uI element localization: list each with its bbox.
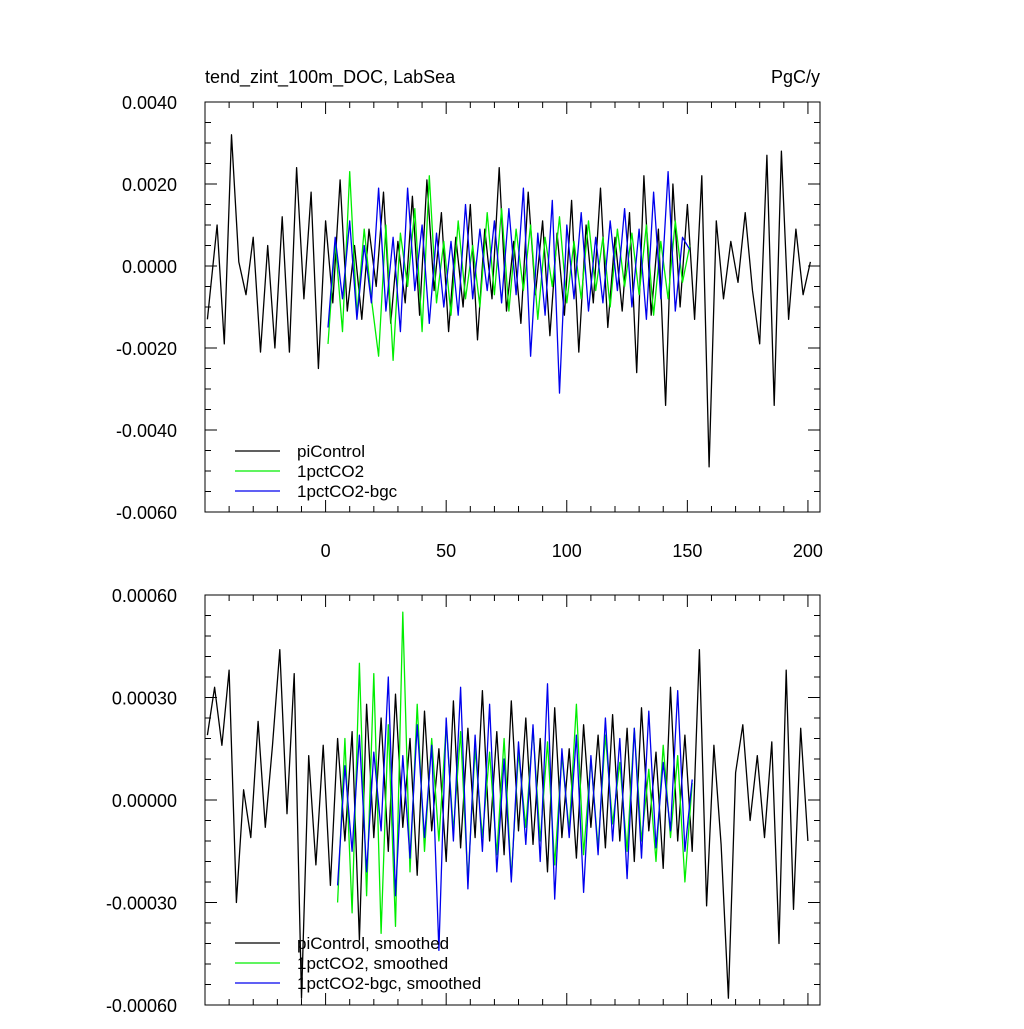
top-xtick-label: 100 [552, 541, 582, 561]
bottom-legend-label: 1pctCO2-bgc, smoothed [297, 974, 481, 993]
bottom-series-line-0 [206, 649, 809, 999]
bottom-ytick-label: 0.00000 [112, 791, 177, 811]
bottom-series-layer [206, 611, 809, 999]
bottom-legend-label: piControl, smoothed [297, 934, 449, 953]
bottom-ytick-label: -0.00060 [106, 996, 177, 1016]
top-panel: tend_zint_100m_DOC, LabSea PgC/y -0.0060… [116, 67, 823, 561]
top-xtick-label: 0 [321, 541, 331, 561]
bottom-ytick-label: -0.00030 [106, 894, 177, 914]
top-ytick-label: 0.0020 [122, 175, 177, 195]
bottom-ytick-label: 0.00060 [112, 586, 177, 606]
bottom-ytick-label: 0.00030 [112, 689, 177, 709]
top-xtick-label: 200 [793, 541, 823, 561]
top-legend-label: 1pctCO2 [297, 462, 364, 481]
top-ticks: -0.0060 -0.0040 -0.0020 0.0000 0.0020 0.0040 0… [116, 93, 823, 561]
top-chart-title: tend_zint_100m_DOC, LabSea [205, 67, 456, 88]
top-ytick-label: -0.0040 [116, 421, 177, 441]
top-chart-units: PgC/y [771, 67, 820, 87]
top-series-line-1 [327, 171, 691, 361]
top-xtick-label: 150 [672, 541, 702, 561]
bottom-panel: -0.00060 -0.00030 0.00000 0.00030 0.00060 pi… [106, 586, 821, 1016]
top-legend-label: 1pctCO2-bgc [297, 482, 398, 501]
top-series-line-0 [206, 134, 812, 468]
top-ytick-label: -0.0060 [116, 503, 177, 523]
bottom-series-line-2 [336, 676, 693, 951]
top-legend-label: piControl [297, 442, 365, 461]
bottom-ticks: -0.00060 -0.00030 0.00000 0.00030 0.00060 [106, 586, 820, 1016]
top-ytick-label: 0.0040 [122, 93, 177, 113]
top-series-line-2 [327, 171, 691, 394]
top-xtick-label: 50 [436, 541, 456, 561]
top-ytick-label: 0.0000 [122, 257, 177, 277]
top-series-layer [206, 134, 812, 468]
top-ytick-label: -0.0020 [116, 339, 177, 359]
bottom-legend-label: 1pctCO2, smoothed [297, 954, 448, 973]
